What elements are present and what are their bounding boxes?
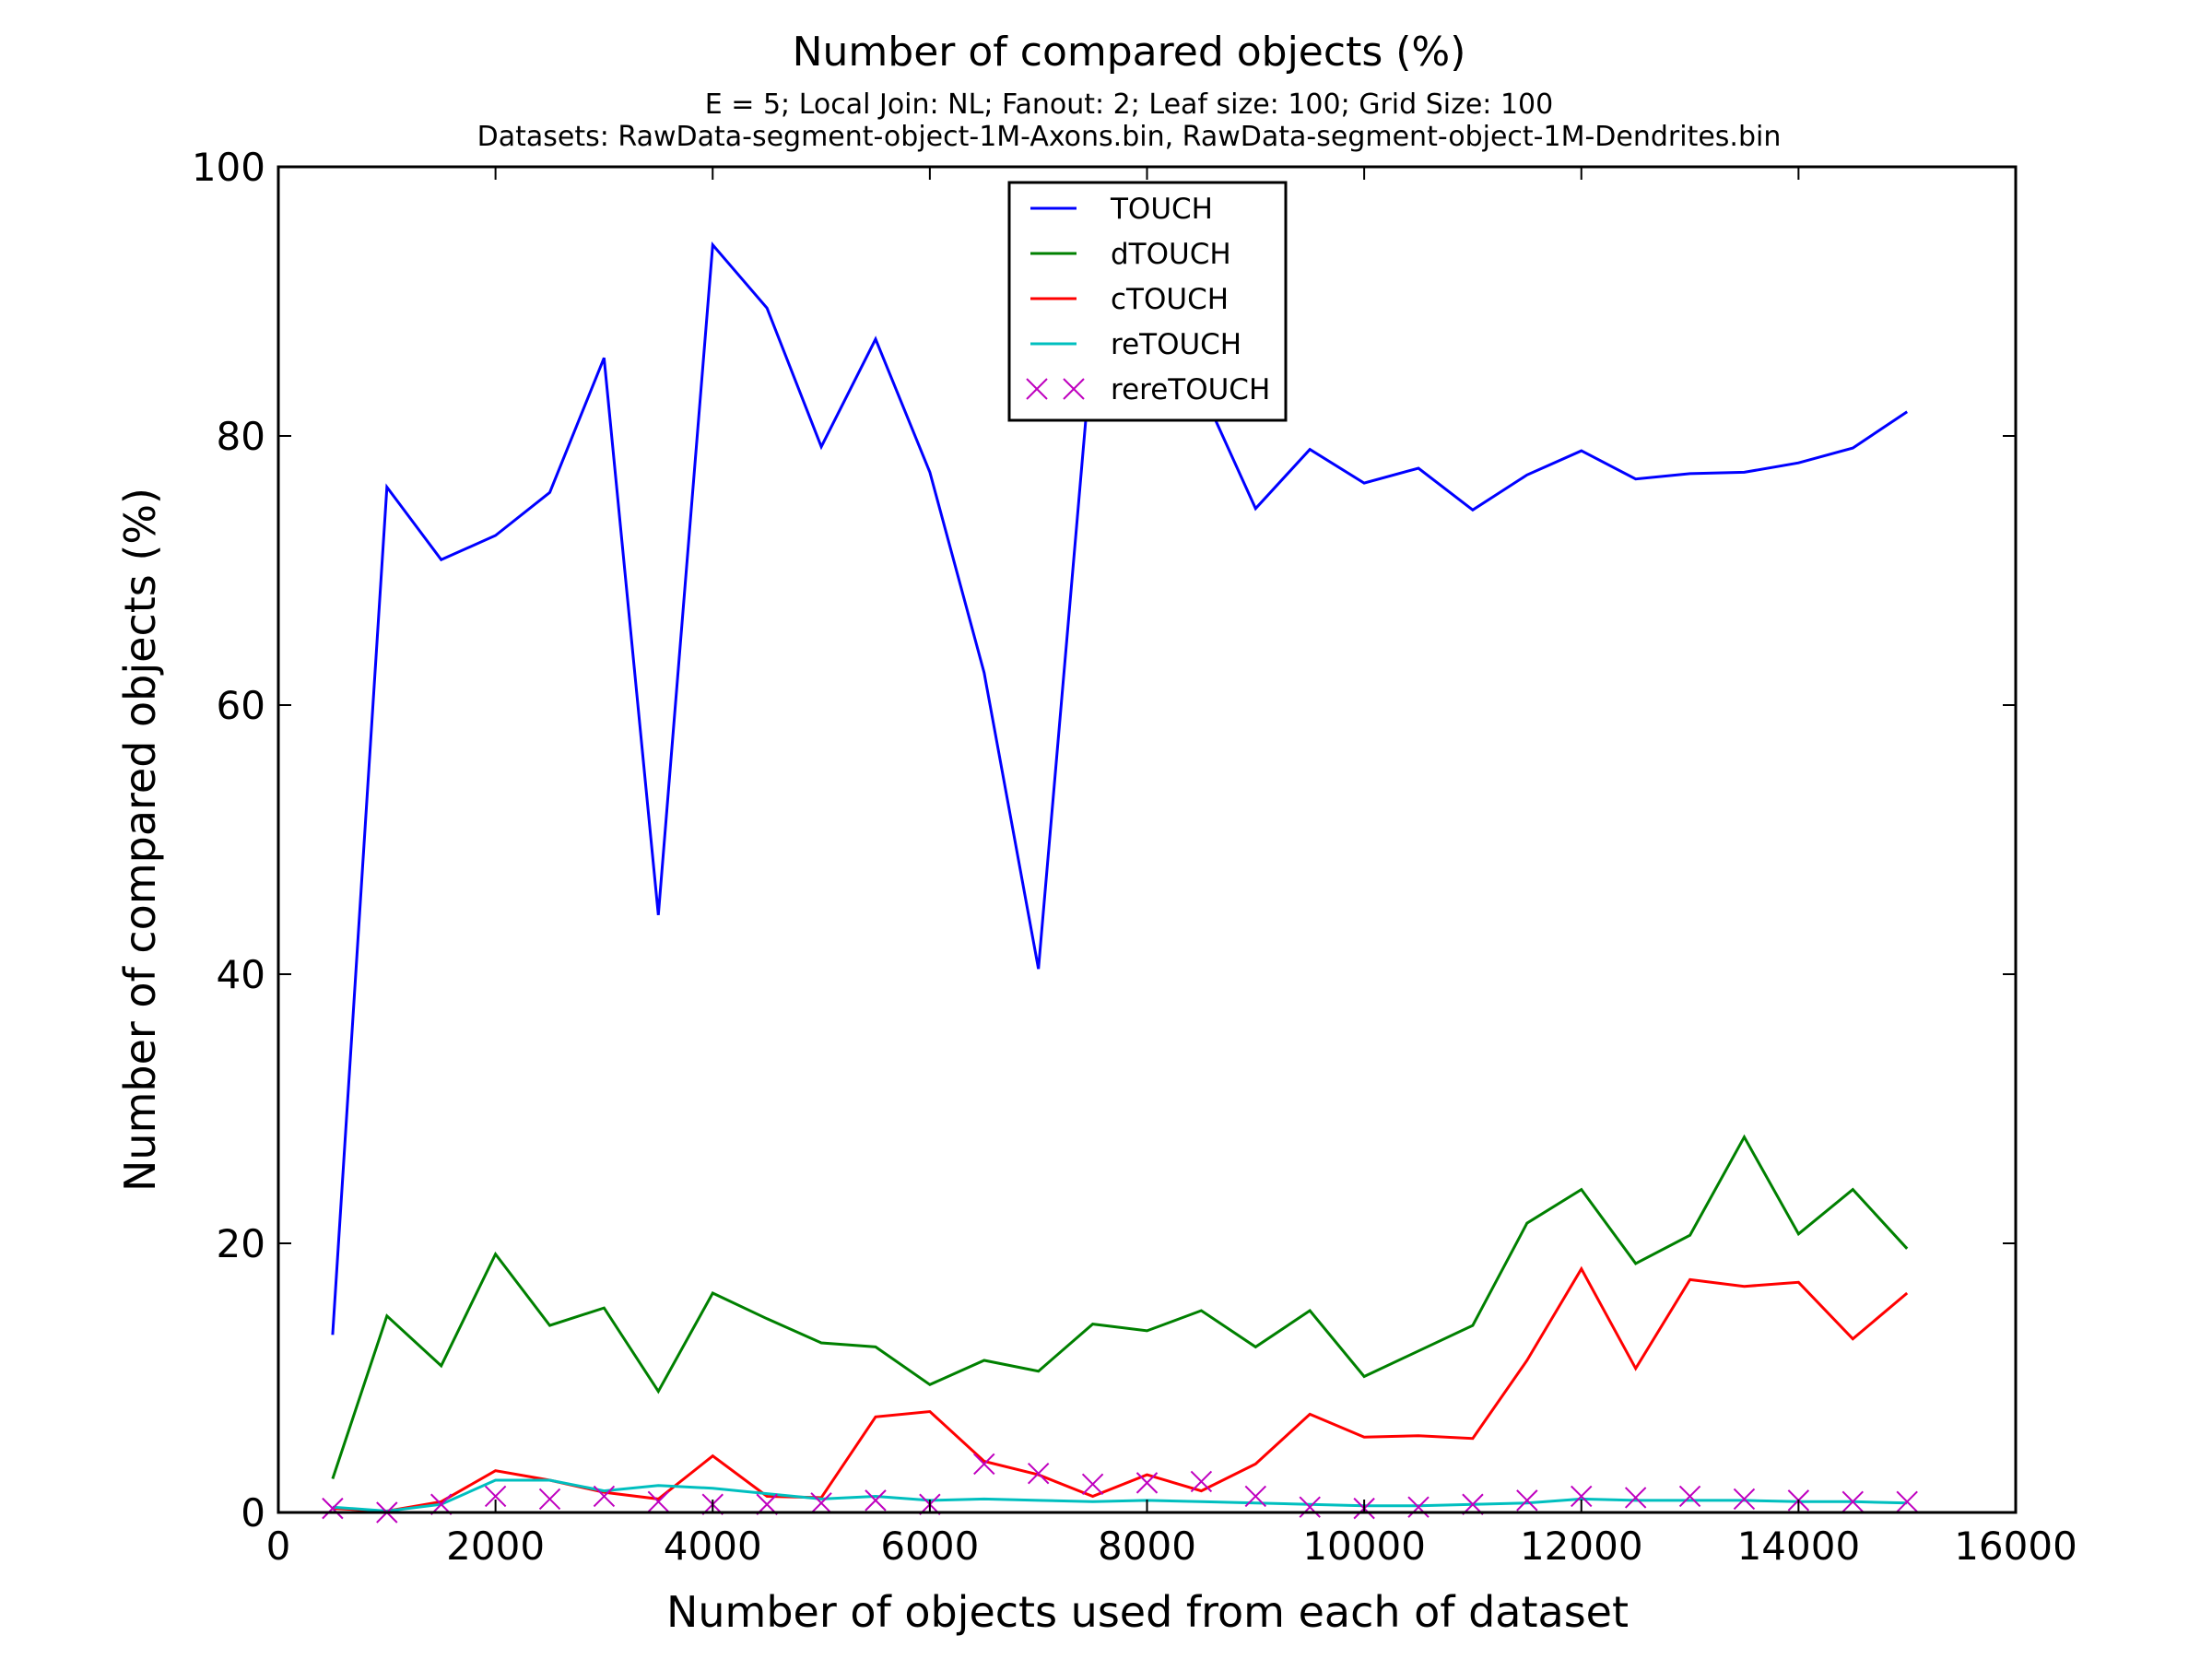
y-tick-label: 0 [241, 1490, 265, 1535]
series-line-dtouch [331, 1134, 1909, 1479]
legend: TOUCH dTOUCH cTOUCH reTOUCH rereTOUCH [1007, 181, 1288, 422]
chart-title: Number of compared objects (%) [793, 29, 1466, 76]
data-point-reretouch [1244, 1485, 1267, 1508]
series-line-retouch [332, 1478, 1908, 1513]
data-point-reretouch [538, 1488, 561, 1511]
series-dtouch [331, 1134, 1909, 1479]
legend-label-dtouch: dTOUCH [1111, 238, 1231, 271]
data-point-reretouch [1624, 1487, 1647, 1509]
data-point-reretouch [1733, 1488, 1756, 1511]
x-tick-label: 14000 [1737, 1524, 1861, 1569]
data-point-reretouch [1081, 1473, 1104, 1496]
y-tick-label: 100 [192, 145, 265, 190]
legend-label-reretouch: rereTOUCH [1111, 373, 1270, 406]
data-point-reretouch [973, 1453, 995, 1476]
data-point-reretouch [1516, 1489, 1538, 1512]
data-point-reretouch [1896, 1490, 1918, 1513]
y-tick-label: 80 [217, 414, 265, 459]
legend-item-reretouch: rereTOUCH [1026, 373, 1270, 406]
data-point-reretouch [1841, 1490, 1864, 1513]
x-tick-label: 2000 [446, 1524, 545, 1569]
data-point-reretouch [865, 1489, 887, 1512]
y-axis-label: Number of compared objects (%) [115, 488, 165, 1192]
data-point-reretouch [1571, 1485, 1593, 1508]
series-layer [322, 241, 1918, 1524]
legend-swatch-reretouch [1026, 378, 1048, 400]
x-tick-label: 8000 [1098, 1524, 1196, 1569]
legend-label-touch: TOUCH [1110, 193, 1213, 226]
series-retouch [332, 1478, 1908, 1513]
y-tick-label: 20 [217, 1221, 265, 1266]
legend-item-touch: TOUCH [1030, 193, 1213, 226]
x-tick-label: 6000 [880, 1524, 979, 1569]
data-point-reretouch [1135, 1472, 1159, 1494]
x-tick-label: 0 [266, 1524, 291, 1569]
legend-label-retouch: reTOUCH [1111, 328, 1241, 361]
legend-item-ctouch: cTOUCH [1030, 283, 1229, 316]
y-tick-label: 40 [217, 952, 265, 997]
data-point-reretouch [1678, 1485, 1701, 1508]
chart-subtitle-line-2: Datasets: RawData-segment-object-1M-Axon… [477, 121, 1782, 153]
x-tick-label: 10000 [1302, 1524, 1426, 1569]
plot-frame [276, 165, 2018, 1514]
data-point-reretouch [810, 1492, 832, 1514]
x-tick-label: 12000 [1520, 1524, 1643, 1569]
y-tick-label: 60 [217, 683, 265, 728]
data-point-reretouch [1027, 1462, 1050, 1485]
data-point-reretouch [647, 1490, 670, 1513]
chart-subtitle-line-1: E = 5; Local Join: NL; Fanout: 2; Leaf s… [705, 88, 1553, 121]
legend-label-ctouch: cTOUCH [1111, 283, 1229, 316]
series-reretouch [322, 1453, 1918, 1524]
legend-swatch-reretouch [1063, 378, 1085, 400]
data-point-reretouch [484, 1485, 507, 1508]
data-point-reretouch [322, 1497, 344, 1520]
legend-item-dtouch: dTOUCH [1030, 238, 1231, 271]
x-tick-label: 4000 [664, 1524, 762, 1569]
x-axis-label: Number of objects used from each of data… [666, 1587, 1629, 1637]
data-point-reretouch [1190, 1470, 1213, 1493]
legend-box [1007, 181, 1288, 422]
data-point-reretouch [593, 1485, 616, 1508]
x-tick-label: 16000 [1954, 1524, 2077, 1569]
legend-item-retouch: reTOUCH [1030, 328, 1241, 361]
